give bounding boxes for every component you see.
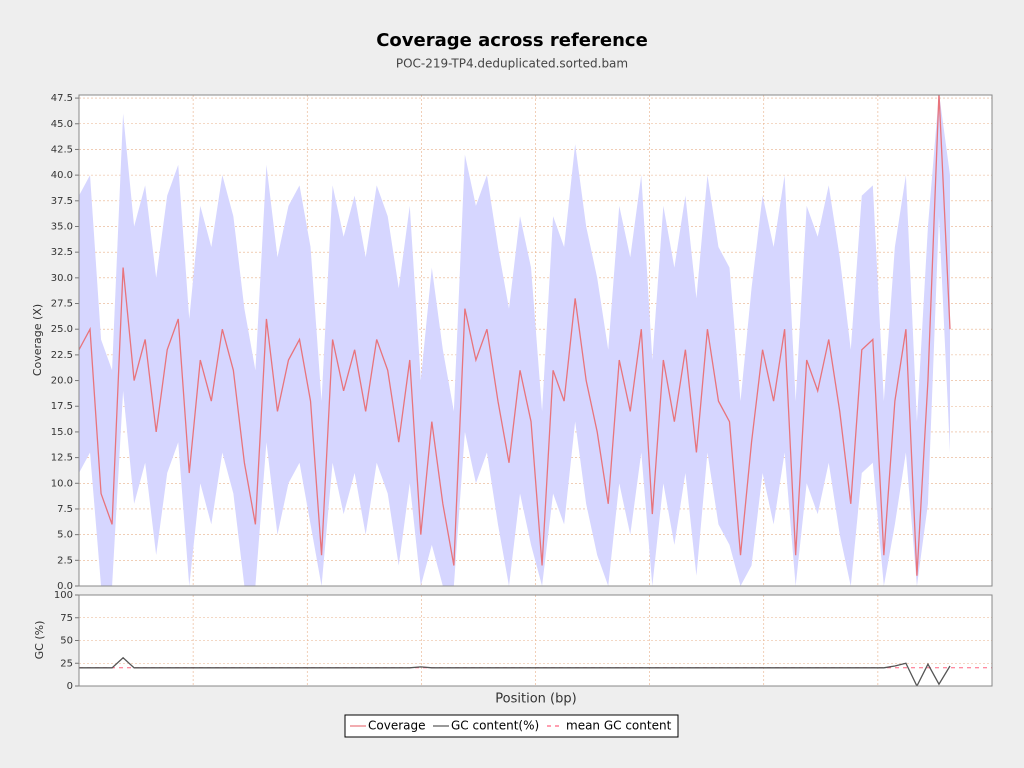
y-tick-label: 50 [60, 636, 73, 647]
y-tick-label: 7.5 [57, 504, 73, 515]
y-tick-label: 42.5 [51, 144, 73, 155]
y-tick-label: 27.5 [51, 299, 73, 310]
y-tick-label: 32.5 [51, 247, 73, 258]
y-tick-label: 100 [54, 590, 73, 601]
chart-title: Coverage across reference [376, 30, 648, 51]
legend: Coverage GC content(%) mean GC content [344, 714, 679, 738]
legend-label: Coverage [368, 719, 426, 733]
y-tick-label: 37.5 [51, 196, 73, 207]
y-tick-label: 5.0 [57, 530, 73, 541]
y-tick-label: 20.0 [51, 376, 73, 387]
y-tick-label: 17.5 [51, 401, 73, 412]
y-tick-label: 15.0 [51, 427, 73, 438]
legend-label: GC content(%) [451, 719, 539, 733]
chart-subtitle: POC-219-TP4.deduplicated.sorted.bam [396, 57, 628, 71]
series-line [79, 95, 951, 576]
y-tick-label: 22.5 [51, 350, 73, 361]
plot-border [78, 94, 993, 587]
y-tick-label: 0 [67, 681, 73, 692]
y-tick-label: 47.5 [51, 93, 73, 104]
y-tick-label: 10.0 [51, 478, 73, 489]
y-tick-label: 25 [60, 658, 73, 669]
y-axis-label: GC (%) [33, 621, 46, 660]
y-tick-label: 0.0 [57, 581, 73, 592]
y-tick-label: 45.0 [51, 119, 73, 130]
y-tick-label: 35.0 [51, 221, 73, 232]
legend-label: mean GC content [566, 719, 672, 733]
y-tick-label: 12.5 [51, 453, 73, 464]
y-axis-label: Coverage (X) [31, 304, 44, 376]
coverage-band [79, 95, 950, 586]
plot-border [78, 594, 993, 687]
y-tick-label: 2.5 [57, 555, 73, 566]
legend-box [344, 714, 679, 738]
series-line [79, 656, 951, 686]
y-tick-label: 25.0 [51, 324, 73, 335]
y-tick-label: 75 [60, 613, 73, 624]
y-tick-label: 40.0 [51, 170, 73, 181]
y-tick-label: 30.0 [51, 273, 73, 284]
x-axis-label: Position (bp) [495, 692, 576, 707]
